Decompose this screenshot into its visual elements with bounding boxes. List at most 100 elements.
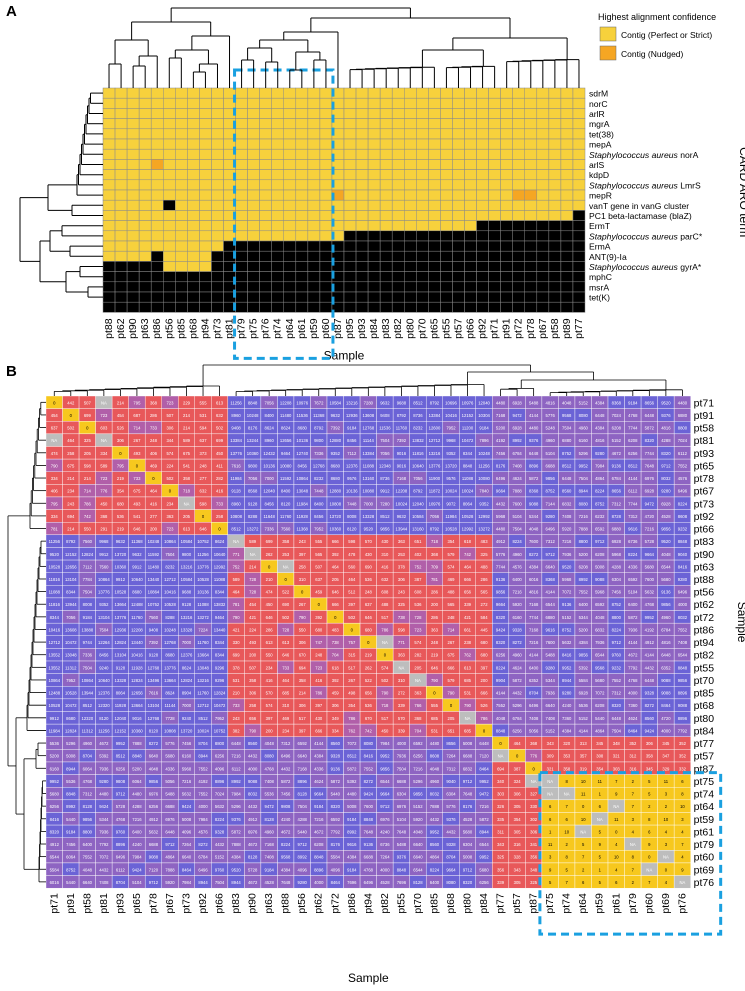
heatmap-cell xyxy=(404,169,417,181)
x-tick-label: pt74 xyxy=(272,318,284,339)
cell-value: 10640 xyxy=(131,577,143,582)
heatmap-cell xyxy=(102,179,116,191)
cell-value: 8344 xyxy=(215,640,225,645)
heatmap-cell xyxy=(476,281,489,293)
cell-value: 368 xyxy=(431,552,439,557)
cell-value: 8848 xyxy=(463,463,473,468)
cell-value: 8960 xyxy=(231,413,241,418)
cell-value: NA xyxy=(51,438,57,443)
heatmap-cell xyxy=(138,210,152,221)
cell-value: 200 xyxy=(249,653,257,658)
cell-value: 7 xyxy=(566,880,569,885)
cell-value: 6496 xyxy=(529,703,539,708)
heatmap-cell xyxy=(211,301,224,313)
heatmap-cell xyxy=(187,230,200,242)
heatmap-cell xyxy=(404,148,417,160)
heatmap-cell xyxy=(560,281,574,293)
cell-value: 7392 xyxy=(397,438,407,443)
cell-value: 4480 xyxy=(99,792,109,797)
cell-value: 4864 xyxy=(165,855,175,860)
heatmap-cell xyxy=(524,169,538,181)
heatmap-cell xyxy=(379,128,393,140)
cell-value: 8232 xyxy=(165,564,175,569)
y-tick-label: pt71 xyxy=(694,397,715,409)
heatmap-cell xyxy=(283,148,297,160)
cell-value: 6 xyxy=(566,817,569,822)
y-tick-label: pt84 xyxy=(694,725,715,737)
heatmap-cell xyxy=(572,261,586,272)
cell-value: 7648 xyxy=(364,829,374,834)
heatmap-cell xyxy=(440,301,453,313)
cell-value: 9760 xyxy=(612,653,622,658)
cell-value: 7456 xyxy=(66,842,76,847)
cell-value: 464 xyxy=(464,564,472,569)
heatmap-cell xyxy=(187,87,200,99)
heatmap-cell xyxy=(211,87,224,99)
cell-value: 7408 xyxy=(99,880,109,885)
heatmap-cell xyxy=(175,148,188,160)
heatmap-cell xyxy=(524,189,538,201)
cell-value: 9424 xyxy=(99,804,109,809)
cell-value: 4 xyxy=(615,842,618,847)
cell-value: 555 xyxy=(431,703,439,708)
heatmap-cell xyxy=(355,148,369,160)
cell-value: 258 xyxy=(249,703,257,708)
cell-value: 5968 xyxy=(612,552,622,557)
cell-value: 12992 xyxy=(478,514,490,519)
cell-value: 4576 xyxy=(198,829,208,834)
cell-value: 4432 xyxy=(215,842,225,847)
heatmap-cell xyxy=(488,189,501,201)
heatmap-cell xyxy=(524,159,538,170)
cell-value: 680 xyxy=(117,501,125,506)
x-tick-label: pt77 xyxy=(573,318,585,339)
heatmap-cell xyxy=(187,108,200,119)
cell-value: 10416 xyxy=(131,653,143,658)
cell-value: 8992 xyxy=(66,804,76,809)
cell-value: 9952 xyxy=(479,855,489,860)
heatmap-cell xyxy=(199,118,212,130)
cell-value: 6976 xyxy=(165,817,175,822)
cell-value: 210 xyxy=(266,577,274,582)
cell-value: 11312 xyxy=(65,665,77,670)
legend-swatch xyxy=(599,26,617,42)
heatmap-cell xyxy=(295,87,309,99)
heatmap-cell xyxy=(307,271,321,283)
cell-value: 6 xyxy=(549,817,552,822)
cell-value: 7744 xyxy=(628,501,638,506)
heatmap-cell xyxy=(367,128,381,140)
heatmap-cell xyxy=(295,250,309,262)
x-tick-label: pt90 xyxy=(247,893,259,914)
cell-value: 8320 xyxy=(496,640,506,645)
cell-value: 4624 xyxy=(512,665,522,670)
cell-value: 5392 xyxy=(579,665,589,670)
cell-value: 13552 xyxy=(48,653,60,658)
heatmap-cell xyxy=(560,159,574,170)
cell-value: 5440 xyxy=(66,880,76,885)
cell-value: 12824 xyxy=(65,728,77,733)
heatmap-cell xyxy=(440,291,453,303)
cell-value: 12040 xyxy=(115,716,127,721)
cell-value: 6208 xyxy=(595,552,605,557)
heatmap-cell xyxy=(271,189,285,201)
cell-value: 6448 xyxy=(231,741,241,746)
cell-value: 8128 xyxy=(298,792,308,797)
cell-value: 12264 xyxy=(98,640,110,645)
cell-value: 406 xyxy=(51,489,59,494)
heatmap-cell xyxy=(391,281,405,293)
cell-value: 4432 xyxy=(512,691,522,696)
heatmap-cell xyxy=(476,230,489,242)
cell-value: 11900 xyxy=(429,476,441,481)
cell-value: 11760 xyxy=(197,640,209,645)
cell-value: 6976 xyxy=(645,476,655,481)
heatmap-cell xyxy=(199,250,212,262)
x-tick-label: pt90 xyxy=(127,318,139,339)
cell-value: 574 xyxy=(447,564,455,569)
heatmap-cell xyxy=(452,281,465,293)
cell-value: 6688 xyxy=(364,855,374,860)
cell-value: 12824 xyxy=(82,552,94,557)
heatmap-cell xyxy=(355,250,369,262)
cell-value: 4192 xyxy=(645,627,655,632)
cell-value: 9424 xyxy=(645,728,655,733)
cell-value: 9184 xyxy=(83,615,93,620)
heatmap-cell xyxy=(319,271,333,283)
